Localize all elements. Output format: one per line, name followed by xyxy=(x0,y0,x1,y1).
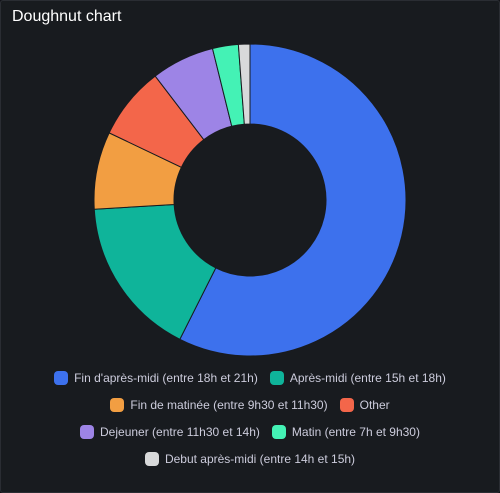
doughnut-slice-6[interactable] xyxy=(237,43,251,125)
legend-label: Dejeuner (entre 11h30 et 14h) xyxy=(100,424,260,439)
legend-label: Fin d'après-midi (entre 18h et 21h) xyxy=(74,370,258,385)
legend-swatch xyxy=(339,397,354,412)
panel-title: Doughnut chart xyxy=(12,8,122,25)
legend-swatch xyxy=(110,397,125,412)
legend-item-6[interactable]: Debut après-midi (entre 14h et 15h) xyxy=(144,451,356,466)
doughnut-slice-1[interactable] xyxy=(93,203,217,340)
legend-label: Debut après-midi (entre 14h et 15h) xyxy=(164,451,356,466)
legend-swatch xyxy=(54,370,69,385)
legend-label: Matin (entre 7h et 9h30) xyxy=(291,424,420,439)
legend-item-4[interactable]: Dejeuner (entre 11h30 et 14h) xyxy=(80,424,260,439)
legend-label: Other xyxy=(359,397,390,412)
legend-item-5[interactable]: Matin (entre 7h et 9h30) xyxy=(271,424,420,439)
legend-row: Debut après-midi (entre 14h et 15h) xyxy=(0,445,500,472)
legend-row: Fin d'après-midi (entre 18h et 21h) Après… xyxy=(0,364,500,391)
legend-item-2[interactable]: Fin de matinée (entre 9h30 et 11h30) xyxy=(110,397,328,412)
doughnut-slice-0[interactable] xyxy=(179,43,407,357)
legend-label: Fin de matinée (entre 9h30 et 11h30) xyxy=(130,397,328,412)
legend-item-0[interactable]: Fin d'après-midi (entre 18h et 21h) xyxy=(54,370,258,385)
legend-row: Dejeuner (entre 11h30 et 14h) Matin (entr… xyxy=(0,418,500,445)
chart-legend: Fin d'après-midi (entre 18h et 21h) Après… xyxy=(0,364,500,472)
legend-swatch xyxy=(269,370,284,385)
legend-label: Après-midi (entre 15h et 18h) xyxy=(289,370,446,385)
legend-swatch xyxy=(80,424,95,439)
doughnut-slices xyxy=(93,43,407,357)
legend-item-3[interactable]: Other xyxy=(339,397,390,412)
legend-item-1[interactable]: Après-midi (entre 15h et 18h) xyxy=(269,370,446,385)
legend-swatch xyxy=(271,424,286,439)
legend-swatch xyxy=(144,451,159,466)
legend-row: Fin de matinée (entre 9h30 et 11h30) Othe… xyxy=(0,391,500,418)
